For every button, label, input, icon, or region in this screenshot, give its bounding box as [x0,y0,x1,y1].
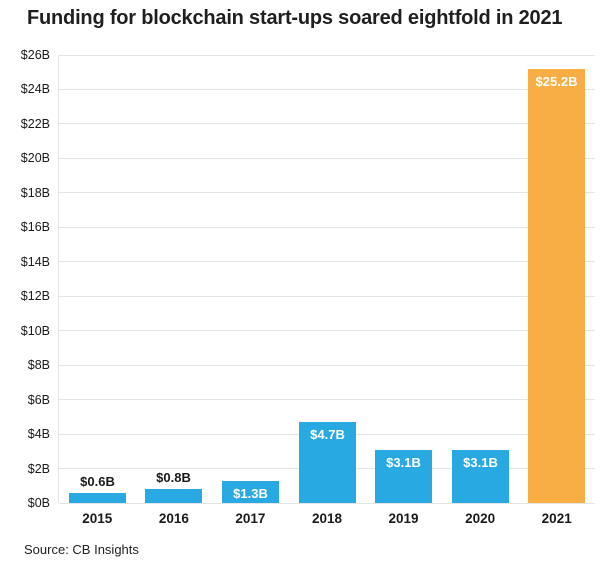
bar-value-label: $25.2B [535,74,578,89]
bar-2019 [375,450,432,503]
bar-value-label: $0.8B [156,470,191,485]
bar-value-label: $1.3B [233,486,268,501]
x-axis-tick-label: 2021 [541,511,572,526]
x-axis-tick-label: 2019 [388,511,419,526]
bar-2016 [145,489,202,503]
gridline [59,330,595,332]
bar-2017 [222,481,279,503]
x-axis-tick-label: 2018 [311,511,343,526]
y-axis-tick-label: $8B [27,358,50,373]
gridline [59,399,595,401]
y-axis-tick-label: $24B [20,82,50,97]
bar-value-label: $4.7B [310,427,345,442]
y-axis-tick-label: $20B [20,151,50,166]
gridline [59,261,595,263]
plot-area: $0.6B 2015 $0.8B 2016 $1.3B 2017 $4.7B 2018 $3.1… [58,54,595,526]
gridline [59,364,595,366]
gridline [59,123,595,125]
y-axis-tick-label: $22B [20,116,50,131]
bar-2021 [528,69,585,503]
bar-value-label: $3.1B [463,455,498,470]
y-axis-tick-label: $10B [20,323,50,338]
y-axis-tick-label: $26B [20,48,50,62]
gridline [59,502,595,504]
gridline [59,54,595,56]
bar-2018 [299,422,356,503]
source-note: Source: CB Insights [24,542,139,557]
bar-value-label: $0.6B [80,474,115,489]
bar-value-label: $3.1B [386,455,421,470]
x-axis-tick-label: 2016 [158,511,189,526]
x-axis-tick-label: 2020 [465,511,496,526]
gridline [59,226,595,228]
y-axis-tick-label: $2B [27,461,50,476]
y-axis-tick-label: $4B [27,427,50,442]
gridline [59,88,595,90]
x-axis-tick-label: 2017 [235,511,266,526]
y-axis-tick-label: $18B [20,185,50,200]
y-axis-tick-label: $14B [20,254,50,269]
bar-2015 [69,493,126,503]
y-axis-tick-label: $0B [27,496,50,510]
x-axis-tick-label: 2015 [82,511,113,526]
gridline [59,192,595,194]
y-axis-tick-label: $6B [27,392,50,407]
y-axis-tick-label: $16B [20,220,50,235]
y-axis-tick-label: $12B [20,289,50,304]
bar-2020 [452,450,509,503]
chart-title: Funding for blockchain start-ups soared … [27,7,563,29]
gridline [59,295,595,297]
gridline [59,157,595,159]
